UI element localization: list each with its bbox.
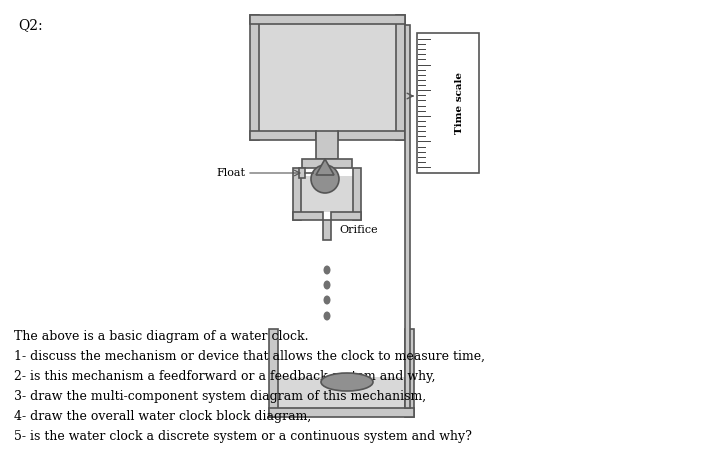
Bar bbox=[405, 329, 414, 417]
Bar bbox=[301, 176, 353, 212]
Ellipse shape bbox=[323, 266, 330, 274]
Text: 3- draw the multi-component system diagram of this mechanism,: 3- draw the multi-component system diagr… bbox=[14, 390, 426, 403]
Bar bbox=[405, 25, 410, 408]
Bar bbox=[250, 15, 405, 24]
Bar bbox=[293, 168, 301, 220]
Text: The above is a basic diagram of a water clock.: The above is a basic diagram of a water … bbox=[14, 330, 309, 343]
Text: Float: Float bbox=[216, 168, 245, 178]
Bar bbox=[316, 131, 338, 159]
Bar bbox=[323, 220, 331, 240]
Ellipse shape bbox=[311, 165, 339, 193]
Bar bbox=[417, 33, 479, 173]
Text: 5- is the water clock a discrete system or a continuous system and why?: 5- is the water clock a discrete system … bbox=[14, 430, 472, 443]
Bar bbox=[338, 131, 405, 140]
Bar bbox=[259, 24, 396, 131]
Bar bbox=[353, 168, 361, 220]
Bar bbox=[396, 15, 405, 140]
Text: 2- is this mechanism a feedforward or a feedback system and why,: 2- is this mechanism a feedforward or a … bbox=[14, 370, 436, 383]
Bar bbox=[293, 212, 323, 220]
Text: 4- draw the overall water clock block diagram,: 4- draw the overall water clock block di… bbox=[14, 410, 311, 423]
Ellipse shape bbox=[323, 280, 330, 290]
Ellipse shape bbox=[323, 295, 330, 305]
Bar bbox=[302, 159, 352, 168]
Bar bbox=[250, 131, 316, 140]
Bar bbox=[278, 377, 405, 408]
Bar bbox=[299, 168, 305, 178]
Text: Q2:: Q2: bbox=[18, 18, 42, 32]
Bar bbox=[269, 329, 278, 417]
Bar bbox=[269, 408, 414, 417]
Ellipse shape bbox=[321, 373, 373, 391]
Ellipse shape bbox=[323, 312, 330, 320]
Text: Orifice: Orifice bbox=[339, 225, 378, 235]
Polygon shape bbox=[316, 159, 334, 175]
Text: 1- discuss the mechanism or device that allows the clock to measure time,: 1- discuss the mechanism or device that … bbox=[14, 350, 485, 363]
Bar bbox=[250, 15, 259, 140]
Text: Time scale: Time scale bbox=[455, 72, 464, 134]
Bar bbox=[331, 212, 361, 220]
